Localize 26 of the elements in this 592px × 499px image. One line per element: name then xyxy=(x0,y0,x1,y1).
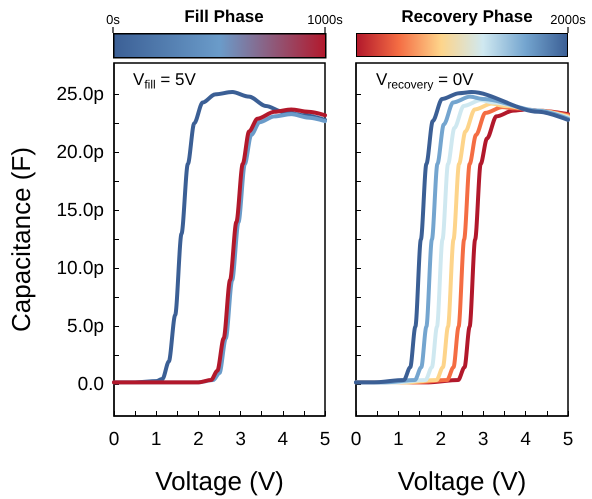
text: 2000s xyxy=(550,12,586,27)
chart-title: Fill Phase xyxy=(184,7,264,26)
x-tick-label: 4 xyxy=(520,429,532,450)
x-tick-label: 2 xyxy=(193,429,204,450)
x-tick-label: 2 xyxy=(436,429,446,450)
x-tick-label: 0 xyxy=(350,429,362,450)
y-tick-label: 25.0p xyxy=(56,84,104,105)
y-tick-label: 0.0 xyxy=(78,374,104,396)
y-tick-label: 20.0p xyxy=(56,142,104,163)
chart-title: Recovery Phase xyxy=(401,7,533,26)
y-tick-label: 15.0p xyxy=(56,200,104,221)
color-bar-label: 0s xyxy=(106,12,120,27)
x-tick-label: 3 xyxy=(235,429,246,450)
x-tick-label: 1 xyxy=(150,429,162,450)
y-tick-label: 10.0p xyxy=(56,258,104,280)
x-tick-label: 3 xyxy=(478,429,488,450)
x-tick-label: 4 xyxy=(278,429,289,450)
x-axis-title: Voltage (V) xyxy=(155,466,284,496)
y-axis-title: Capacitance (F) xyxy=(6,147,36,332)
x-tick-label: 5 xyxy=(562,429,574,450)
x-tick-label: 1 xyxy=(393,429,404,450)
x-tick-label: 5 xyxy=(320,429,330,450)
color-bar-label: 1000s xyxy=(307,12,344,27)
y-tick-label: 5.0p xyxy=(67,316,104,338)
x-axis-title: Voltage (V) xyxy=(398,466,526,496)
x-tick-label: 0 xyxy=(108,429,120,450)
